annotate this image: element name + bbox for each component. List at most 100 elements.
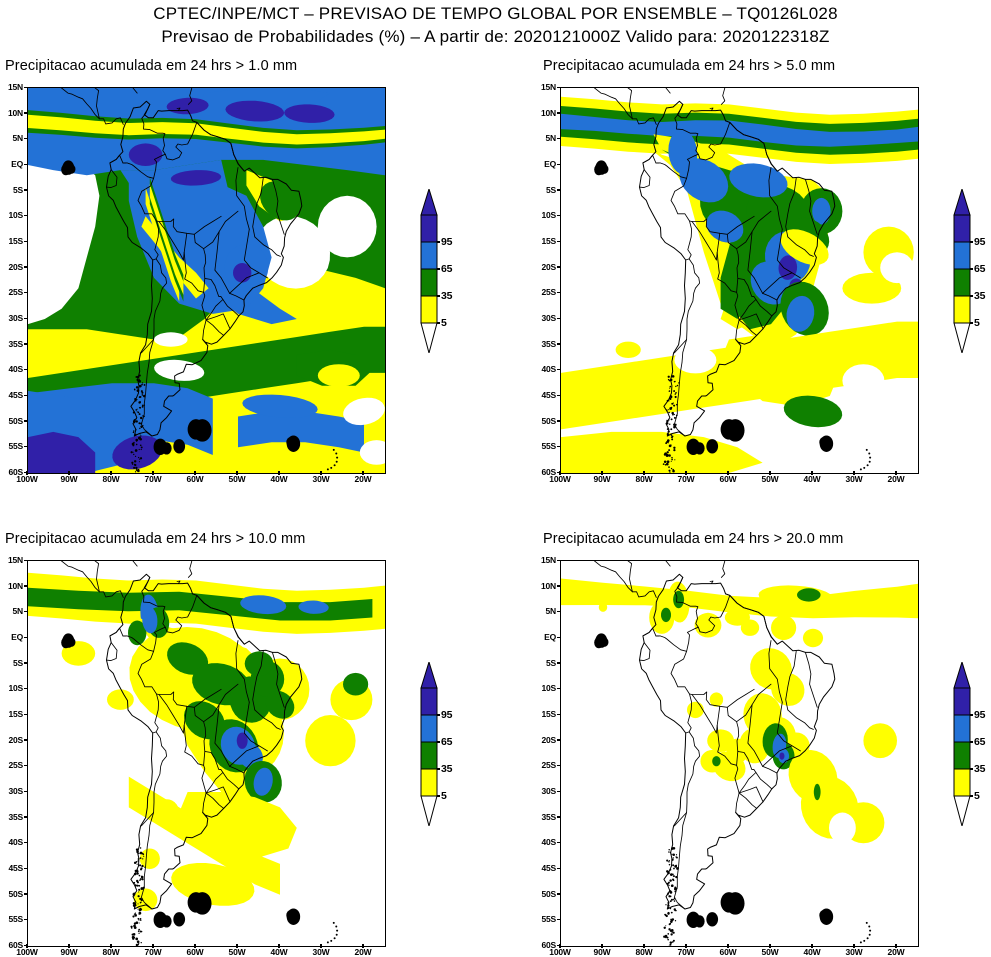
y-axis-tick-mark bbox=[557, 420, 561, 421]
y-axis-tick-label: 30S bbox=[534, 314, 556, 323]
y-axis-tick-mark bbox=[557, 714, 561, 715]
y-axis-tick-label: 10S bbox=[1, 684, 23, 693]
colorbar-label: 65 bbox=[974, 737, 985, 748]
colorbar-tick-mark bbox=[970, 768, 973, 769]
y-axis-tick-label: 5N bbox=[1, 134, 23, 143]
x-axis-tick-mark bbox=[559, 944, 560, 948]
x-axis-tick-label: 70W bbox=[145, 475, 162, 484]
x-axis-tick-mark bbox=[26, 471, 27, 475]
y-axis-tick-mark bbox=[557, 739, 561, 740]
x-axis-tick-label: 90W bbox=[61, 948, 78, 957]
y-axis-tick-label: 35S bbox=[534, 812, 556, 821]
x-axis-tick-mark bbox=[68, 944, 69, 948]
colorbar-label: 5 bbox=[974, 318, 980, 329]
y-axis-tick-mark bbox=[557, 266, 561, 267]
x-axis-tick-mark bbox=[320, 471, 321, 475]
x-axis-tick-label: 20W bbox=[888, 475, 905, 484]
map-p2[interactable] bbox=[560, 87, 919, 474]
y-axis-tick-label: 30S bbox=[1, 787, 23, 796]
map-p4[interactable] bbox=[560, 560, 919, 947]
x-axis-tick-label: 80W bbox=[636, 948, 653, 957]
colorbar-label: 35 bbox=[441, 291, 452, 302]
y-axis-tick-mark bbox=[557, 164, 561, 165]
x-axis-tick-label: 60W bbox=[187, 475, 204, 484]
colorbar-label: 5 bbox=[441, 791, 447, 802]
y-axis-tick-mark bbox=[24, 215, 28, 216]
x-axis-tick-mark bbox=[278, 944, 279, 948]
x-axis-tick-mark bbox=[194, 471, 195, 475]
colorbar-tick-mark bbox=[437, 268, 440, 269]
y-axis-tick-label: 10N bbox=[534, 581, 556, 590]
colorbar-tick-mark bbox=[970, 322, 973, 323]
x-axis-tick-label: 80W bbox=[103, 475, 120, 484]
x-axis-tick-label: 50W bbox=[762, 948, 779, 957]
y-axis-tick-label: 15S bbox=[1, 710, 23, 719]
y-axis-tick-mark bbox=[24, 765, 28, 766]
colorbar-p4: 95 65 35 5 bbox=[952, 662, 991, 826]
colorbar-tick-mark bbox=[437, 768, 440, 769]
y-axis-tick-label: 10S bbox=[534, 211, 556, 220]
probability-field-p4 bbox=[561, 561, 918, 946]
x-axis-tick-mark bbox=[769, 944, 770, 948]
y-axis-tick-label: 10N bbox=[1, 108, 23, 117]
x-axis-tick-mark bbox=[853, 944, 854, 948]
map-p3[interactable] bbox=[27, 560, 386, 947]
y-axis-tick-mark bbox=[557, 791, 561, 792]
y-axis-tick-mark bbox=[24, 714, 28, 715]
y-axis-tick-label: 5S bbox=[1, 658, 23, 667]
y-axis-tick-label: 55S bbox=[534, 442, 556, 451]
y-axis-tick-mark bbox=[24, 585, 28, 586]
x-axis-tick-label: 20W bbox=[888, 948, 905, 957]
x-axis-tick-mark bbox=[643, 944, 644, 948]
y-axis-tick-label: 35S bbox=[1, 812, 23, 821]
shading-layer bbox=[561, 88, 918, 473]
x-axis-tick-label: 80W bbox=[636, 475, 653, 484]
y-axis-tick-mark bbox=[557, 662, 561, 663]
map-p1[interactable] bbox=[27, 87, 386, 474]
y-axis-tick-mark bbox=[24, 791, 28, 792]
x-axis-tick-label: 20W bbox=[355, 475, 372, 484]
shading-layer bbox=[28, 561, 385, 946]
y-axis-tick-label: 5N bbox=[1, 607, 23, 616]
y-axis-tick-label: EQ bbox=[1, 633, 23, 642]
y-axis-tick-mark bbox=[24, 164, 28, 165]
panel-title-p4: Precipitacao acumulada em 24 hrs > 20.0 … bbox=[543, 531, 843, 547]
x-axis-tick-label: 70W bbox=[678, 948, 695, 957]
y-axis-tick-mark bbox=[557, 765, 561, 766]
x-axis-tick-mark bbox=[853, 471, 854, 475]
y-axis-tick-mark bbox=[557, 893, 561, 894]
colorbar-tick-mark bbox=[437, 795, 440, 796]
y-axis-tick-label: 20S bbox=[1, 262, 23, 271]
y-axis-tick-label: 5S bbox=[534, 658, 556, 667]
colorbar-label: 95 bbox=[974, 237, 985, 248]
y-axis-tick-label: 5N bbox=[534, 607, 556, 616]
colorbar-label: 95 bbox=[974, 710, 985, 721]
x-axis-tick-label: 90W bbox=[594, 948, 611, 957]
y-axis-tick-label: 50S bbox=[534, 416, 556, 425]
y-axis-tick-mark bbox=[24, 369, 28, 370]
y-axis-tick-label: 15S bbox=[534, 710, 556, 719]
y-axis-tick-mark bbox=[24, 919, 28, 920]
y-axis-tick-mark bbox=[557, 112, 561, 113]
x-axis-tick-mark bbox=[895, 944, 896, 948]
x-axis-tick-mark bbox=[811, 944, 812, 948]
colorbar-tick-mark bbox=[970, 741, 973, 742]
y-axis-tick-label: 20S bbox=[534, 262, 556, 271]
y-axis-tick-mark bbox=[24, 112, 28, 113]
y-axis-tick-label: 15S bbox=[1, 237, 23, 246]
colorbar-label: 35 bbox=[974, 291, 985, 302]
x-axis-tick-mark bbox=[727, 944, 728, 948]
y-axis-tick-label: 15N bbox=[534, 83, 556, 92]
title-line-2: Previsao de Probabilidades (%) – A parti… bbox=[0, 27, 991, 47]
x-axis-tick-label: 70W bbox=[678, 475, 695, 484]
y-axis-tick-mark bbox=[557, 215, 561, 216]
y-axis-tick-label: 10S bbox=[534, 684, 556, 693]
y-axis-tick-label: EQ bbox=[534, 160, 556, 169]
colorbar-label: 35 bbox=[441, 764, 452, 775]
colorbar-tick-mark bbox=[970, 295, 973, 296]
x-axis-tick-mark bbox=[685, 471, 686, 475]
y-axis-tick-label: 25S bbox=[534, 288, 556, 297]
x-axis-tick-mark bbox=[811, 471, 812, 475]
y-axis-tick-label: 45S bbox=[534, 864, 556, 873]
y-axis-tick-label: 55S bbox=[1, 915, 23, 924]
